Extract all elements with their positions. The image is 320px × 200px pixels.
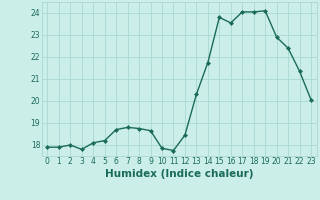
X-axis label: Humidex (Indice chaleur): Humidex (Indice chaleur) [105, 169, 253, 179]
